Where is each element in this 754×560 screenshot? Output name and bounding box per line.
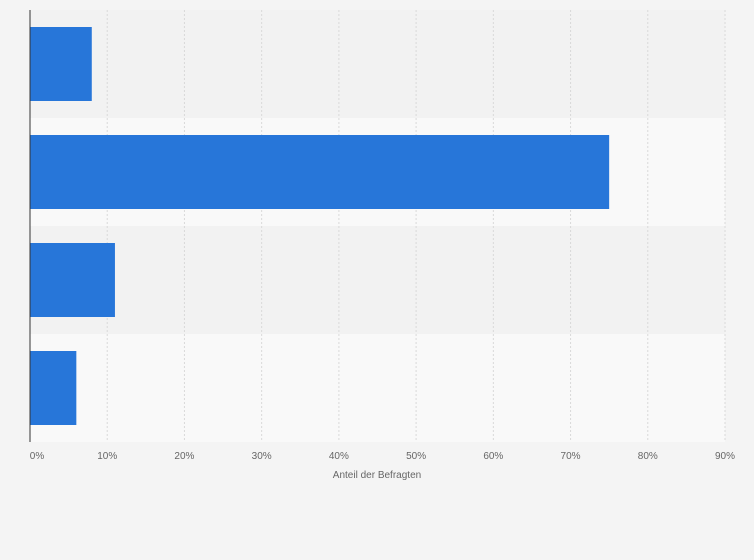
x-tick-label: 90% <box>715 451 735 462</box>
x-tick-label: 80% <box>638 451 658 462</box>
bar <box>30 351 77 425</box>
x-tick-label: 60% <box>483 451 503 462</box>
bars <box>30 27 610 425</box>
x-tick-label: 0% <box>30 451 45 462</box>
x-tick-label: 50% <box>406 451 426 462</box>
gridlines <box>106 10 726 442</box>
x-tick-labels: 0% 10% 20% 30% 40% 50% 60% 70% 80% 90% <box>30 451 735 462</box>
row-band <box>30 226 725 334</box>
bar <box>30 135 610 209</box>
x-tick-label: 70% <box>561 451 581 462</box>
row-bands <box>30 10 725 442</box>
x-axis-title: Anteil der Befragten <box>333 470 421 481</box>
x-tick-label: 10% <box>97 451 117 462</box>
row-band <box>30 10 725 118</box>
x-tick-label: 40% <box>329 451 349 462</box>
x-tick-label: 20% <box>174 451 194 462</box>
row-band <box>30 334 725 442</box>
bar <box>30 243 115 317</box>
bar <box>30 27 92 101</box>
x-tick-label: 30% <box>252 451 272 462</box>
